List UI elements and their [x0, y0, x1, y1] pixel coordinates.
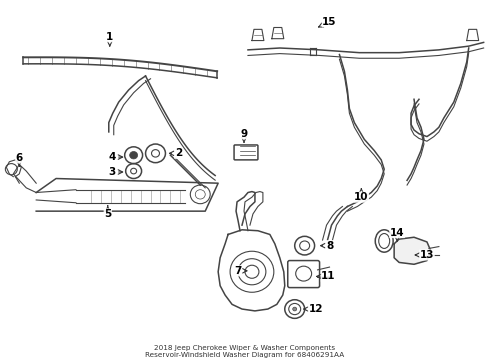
- Text: 2018 Jeep Cherokee Wiper & Washer Components
Reservoir-Windshield Washer Diagram: 2018 Jeep Cherokee Wiper & Washer Compon…: [144, 345, 344, 358]
- Text: 8: 8: [320, 240, 332, 251]
- Text: 3: 3: [108, 167, 122, 177]
- Text: 13: 13: [414, 250, 433, 260]
- Text: 1: 1: [106, 32, 113, 46]
- Text: 7: 7: [234, 266, 246, 276]
- Text: 4: 4: [108, 152, 122, 162]
- Circle shape: [129, 152, 137, 159]
- Text: 10: 10: [353, 189, 368, 202]
- Text: 11: 11: [316, 271, 335, 282]
- Text: 12: 12: [303, 304, 322, 314]
- Text: 2: 2: [169, 148, 182, 158]
- Polygon shape: [393, 237, 430, 264]
- Text: 5: 5: [104, 206, 111, 219]
- Circle shape: [292, 307, 296, 311]
- Text: 6: 6: [16, 153, 23, 166]
- Text: 15: 15: [318, 17, 336, 27]
- Text: 14: 14: [389, 228, 404, 241]
- Text: 9: 9: [240, 129, 247, 142]
